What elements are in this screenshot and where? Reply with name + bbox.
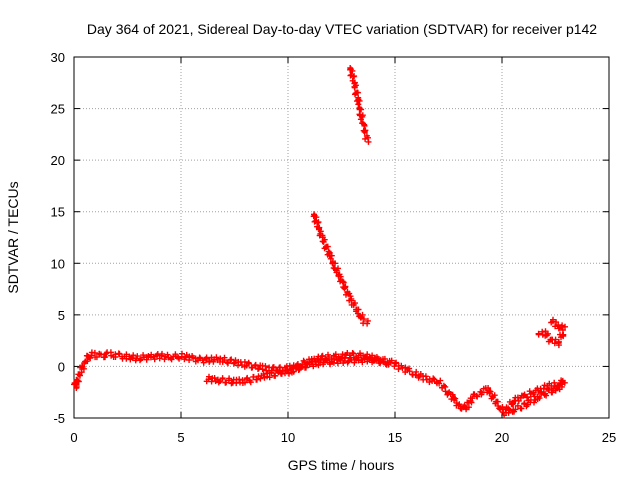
series-2-markers	[501, 379, 568, 419]
series-4-markers	[310, 211, 371, 327]
y-tick-label: 25	[51, 102, 65, 117]
series-4	[310, 211, 371, 327]
y-tick-label: 30	[51, 50, 65, 65]
x-tick-label: 25	[602, 430, 616, 445]
gridlines	[74, 57, 609, 418]
chart-title: Day 364 of 2021, Sidereal Day-to-day VTE…	[87, 21, 597, 37]
series-1-markers	[203, 354, 393, 387]
y-tick-label: 20	[51, 153, 65, 168]
x-tick-label: 5	[177, 430, 184, 445]
y-tick-label: 15	[51, 205, 65, 220]
series-3-markers	[347, 65, 372, 145]
data-series	[71, 65, 568, 419]
series-5	[535, 316, 568, 349]
y-tick-label: 10	[51, 256, 65, 271]
x-tick-label: 15	[388, 430, 402, 445]
axis-ticks: 0 5 10 15 20 25 -5 0 5 10 15 20 25 30	[51, 50, 617, 445]
plot-frame	[73, 56, 610, 419]
x-tick-label: 20	[495, 430, 509, 445]
series-3	[347, 65, 372, 145]
y-tick-label: 5	[58, 308, 65, 323]
x-axis-label: GPS time / hours	[288, 457, 395, 473]
y-tick-label: 0	[58, 359, 65, 374]
series-0-markers	[71, 349, 566, 416]
series-1	[203, 354, 393, 387]
series-2	[501, 379, 568, 419]
series-0	[71, 349, 566, 416]
series-5-markers	[535, 316, 568, 349]
y-axis-label: SDTVAR / TECUs	[5, 181, 21, 293]
y-tick-label: -5	[53, 411, 65, 426]
x-tick-label: 0	[70, 430, 77, 445]
x-tick-label: 10	[281, 430, 295, 445]
